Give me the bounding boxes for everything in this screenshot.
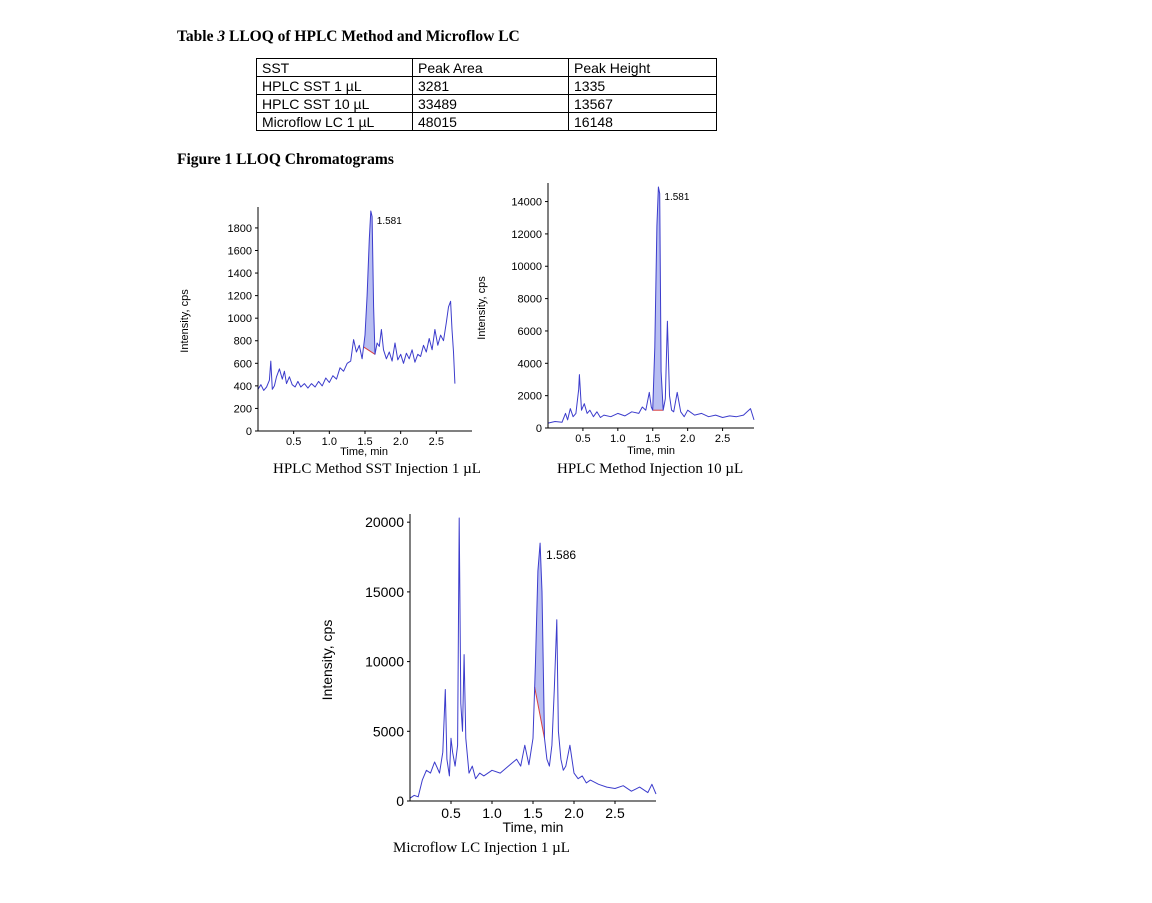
chart-caption: Microflow LC Injection 1 µL [393,840,570,856]
chromatogram-hplc-10ul: 0 2000 4000 6000 8000 10000 12000 14000 0.5 1.0 1.… [476,183,755,457]
y-tick-label: 10000 [511,261,542,273]
table-cell: 33489 [412,94,569,113]
peak-label: 1.586 [546,548,576,562]
y-tick-label: 10000 [365,654,404,670]
y-tick-label: 12000 [511,229,542,241]
x-tick-label: 1.5 [357,436,372,448]
chromatogram-microflow-1ul: 0 5000 10000 15000 20000 0.5 1.0 1.5 2.0 2.5 Time,… [319,514,657,835]
x-tick-label: 1.0 [482,805,502,821]
chart-caption: HPLC Method Injection 10 µL [557,461,744,477]
x-tick-label: 1.0 [610,433,625,445]
table-row: HPLC SST 1 µL 3281 1335 [256,76,717,95]
y-tick-label: 14000 [511,197,542,209]
y-tick-label: 1000 [228,313,252,325]
y-tick-label: 2000 [518,391,542,403]
y-tick-label: 800 [234,336,252,348]
y-tick-label: 20000 [365,514,404,530]
y-tick-label: 5000 [373,723,404,739]
y-tick-label: 1200 [228,291,252,303]
x-axis-label: Time, min [627,445,675,457]
chromatogram-hplc-sst-1ul: 0 200 400 600 800 1000 1200 1400 1600 1800 0.5 1.0 1… [179,207,472,458]
chromatogram-trace [547,186,755,424]
lloq-table: SST Peak Area Peak Height HPLC SST 1 µL … [256,58,717,131]
x-tick-label: 2.5 [429,436,444,448]
x-axis-label: Time, min [340,446,388,458]
figure-title: Figure 1 LLOQ Chromatograms [177,151,394,168]
x-tick-label: 1.5 [645,433,660,445]
x-axis-label: Time, min [503,819,564,835]
header-cell: SST [256,58,413,77]
peak-label: 1.581 [377,216,402,227]
table-cell: 13567 [568,94,717,113]
table-cell: 1335 [568,76,717,95]
x-tick-label: 0.5 [441,805,461,821]
table-cell: Microflow LC 1 µL [256,112,413,131]
y-tick-label: 8000 [518,294,542,306]
header-cell: Peak Area [412,58,569,77]
y-tick-label: 1400 [228,268,252,280]
peak-baseline [363,346,376,355]
table-cell: 3281 [412,76,569,95]
x-tick-label: 2.5 [605,805,625,821]
chromatogram-trace [409,517,657,799]
table-row: Microflow LC 1 µL 48015 16148 [256,112,717,131]
header-cell: Peak Height [568,58,717,77]
table-title: Table 3 LLOQ of HPLC Method and Microflo… [177,28,520,45]
table-cell: 48015 [412,112,569,131]
x-tick-label: 0.5 [286,436,301,448]
y-axis-label: Intensity, cps [476,276,488,340]
table-cell: HPLC SST 10 µL [256,94,413,113]
chromatogram-trace [257,210,456,391]
y-axis-label: Intensity, cps [179,289,191,353]
y-tick-label: 15000 [365,584,404,600]
y-tick-label: 400 [234,381,252,393]
x-tick-label: 2.0 [393,436,408,448]
table-header-row: SST Peak Area Peak Height [256,58,717,77]
x-tick-label: 1.5 [523,805,543,821]
x-tick-label: 2.5 [715,433,730,445]
y-tick-label: 200 [234,403,252,415]
peak-baseline [534,687,545,739]
table-row: HPLC SST 10 µL 33489 13567 [256,94,717,113]
peak-label: 1.581 [664,192,689,203]
y-axis-label: Intensity, cps [319,620,335,701]
x-tick-label: 2.0 [564,805,584,821]
x-tick-label: 1.0 [322,436,337,448]
chart-caption: HPLC Method SST Injection 1 µL [273,461,481,477]
y-tick-label: 6000 [518,326,542,338]
y-tick-label: 0 [396,793,404,809]
y-tick-label: 0 [536,423,542,435]
y-tick-label: 1800 [228,223,252,235]
y-tick-label: 1600 [228,245,252,257]
table-cell: HPLC SST 1 µL [256,76,413,95]
y-tick-label: 0 [246,426,252,438]
x-tick-label: 2.0 [680,433,695,445]
y-tick-label: 600 [234,358,252,370]
x-tick-label: 0.5 [575,433,590,445]
table-cell: 16148 [568,112,717,131]
y-tick-label: 4000 [518,358,542,370]
peak-area [534,543,545,739]
